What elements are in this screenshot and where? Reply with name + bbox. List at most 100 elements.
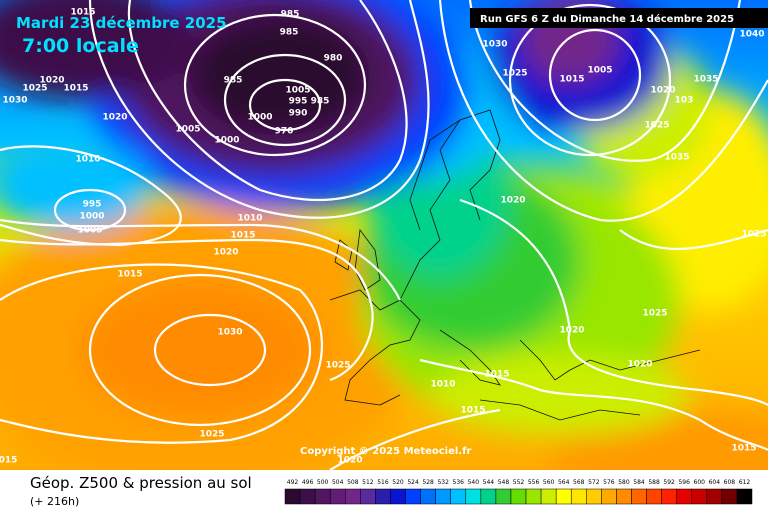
isobar-label: 1025 bbox=[22, 84, 47, 94]
isobar-label: 985 bbox=[280, 28, 299, 38]
scale-label: 588 bbox=[648, 479, 660, 486]
scale-label: 544 bbox=[483, 479, 495, 486]
scale-label: 496 bbox=[302, 479, 314, 486]
scale-swatch bbox=[450, 488, 467, 505]
isobar-label: 985 bbox=[224, 76, 243, 86]
scale-swatch bbox=[631, 488, 647, 505]
isobar-label: 1005 bbox=[285, 86, 310, 96]
scale-swatch bbox=[420, 488, 436, 505]
scale-swatch bbox=[646, 488, 662, 505]
isobar-label: 1010 bbox=[75, 155, 100, 165]
isobar-label: 1020 bbox=[337, 456, 362, 466]
isobar-label: 1025 bbox=[502, 69, 527, 79]
isobar-label: 1005 bbox=[175, 125, 200, 135]
scale-swatch bbox=[616, 488, 632, 505]
scale-swatch bbox=[314, 488, 331, 505]
scale-swatch bbox=[676, 488, 692, 505]
scale-swatch bbox=[284, 488, 301, 505]
scale-label: 592 bbox=[663, 479, 675, 486]
scale-label: 500 bbox=[317, 479, 329, 486]
scale-swatch bbox=[360, 488, 376, 505]
scale-label: 548 bbox=[498, 479, 510, 486]
isobar-label: 1015 bbox=[70, 8, 95, 18]
isobar-label: 1020 bbox=[39, 76, 64, 86]
scale-label: 520 bbox=[392, 479, 404, 486]
isobar-label: 1015 bbox=[559, 75, 584, 85]
isobar-label: 1020 bbox=[102, 113, 127, 123]
isobar-label: 1025 bbox=[199, 430, 224, 440]
run-box bbox=[470, 8, 768, 28]
scale-label: 512 bbox=[362, 479, 374, 486]
scale-label: 580 bbox=[618, 479, 630, 486]
time: 7:00 locale bbox=[22, 35, 139, 57]
isobar-label: 015 bbox=[0, 456, 17, 466]
isobar-label: 1030 bbox=[2, 96, 27, 106]
scale-label: 564 bbox=[558, 479, 570, 486]
scale-label: 568 bbox=[573, 479, 585, 486]
isobar-label: 1000 bbox=[79, 212, 104, 222]
date: Mardi 23 décembre 2025 bbox=[16, 14, 227, 32]
scale-swatch bbox=[465, 488, 482, 505]
scale-swatch bbox=[390, 488, 406, 505]
isobar-label: 1015 bbox=[117, 270, 142, 280]
isobar-label: 1005 bbox=[77, 226, 102, 236]
isobar-label: 1030 bbox=[482, 40, 507, 50]
footer-title: Géop. Z500 & pression au sol bbox=[30, 474, 252, 492]
scale-swatch bbox=[706, 488, 723, 505]
scale-label: 532 bbox=[437, 479, 449, 486]
scale-swatch bbox=[601, 488, 617, 505]
scale-swatch bbox=[570, 488, 587, 505]
scale-label: 572 bbox=[588, 479, 600, 486]
scale-label: 560 bbox=[543, 479, 555, 486]
scale-label: 556 bbox=[528, 479, 540, 486]
isobar-label: 1005 bbox=[587, 66, 612, 76]
scale-swatch bbox=[299, 488, 316, 505]
run: Run GFS 6 Z du Dimanche 14 décembre 2025 bbox=[480, 13, 734, 25]
isobar-label: 1010 bbox=[430, 380, 455, 390]
isobar-label: 1025 bbox=[642, 309, 667, 319]
scale-label: 508 bbox=[347, 479, 359, 486]
isobar-label: 1020 bbox=[627, 360, 652, 370]
scale-label: 576 bbox=[603, 479, 615, 486]
coastlines bbox=[329, 109, 701, 421]
isobar-label: 1035 bbox=[693, 75, 718, 85]
color-scale: 492 496 500 504 508 512 516 520 524 528 532 536 540 5… bbox=[284, 479, 753, 505]
scale-label: 608 bbox=[724, 479, 736, 486]
scale-swatch bbox=[661, 488, 677, 505]
scale-label: 540 bbox=[468, 479, 480, 486]
scale-label: 604 bbox=[709, 479, 721, 486]
isobar-label: 985 bbox=[311, 97, 330, 107]
isobar-label: 1015 bbox=[230, 231, 255, 241]
isobar-label: 1020 bbox=[500, 196, 525, 206]
isobar-label: 990 bbox=[289, 109, 308, 119]
isobar-label: 1000 bbox=[214, 136, 239, 146]
isobar-label: 1015 bbox=[63, 84, 88, 94]
scale-swatch bbox=[555, 488, 572, 505]
footer-lead: (+ 216h) bbox=[30, 495, 79, 508]
scale-swatch bbox=[375, 488, 391, 505]
scale-swatch bbox=[721, 488, 738, 505]
scale-swatch bbox=[345, 488, 361, 505]
scale-label: 584 bbox=[633, 479, 645, 486]
scale-swatch bbox=[405, 488, 421, 505]
isobar-label: 1040 bbox=[739, 30, 764, 40]
scale-label: 528 bbox=[422, 479, 434, 486]
isobar-label: 1025 bbox=[741, 230, 766, 240]
scale-label: 524 bbox=[407, 479, 419, 486]
scale-label: 536 bbox=[453, 479, 465, 486]
scale-swatch bbox=[480, 488, 497, 505]
isobars bbox=[0, 0, 768, 470]
isobar-label: 1010 bbox=[237, 214, 262, 224]
scale-swatch bbox=[495, 488, 512, 505]
scale-swatch bbox=[736, 488, 753, 505]
scale-label: 492 bbox=[287, 479, 299, 486]
isobar-label: 1000 bbox=[247, 113, 272, 123]
scale-swatch bbox=[525, 488, 542, 505]
isobar-label: 970 bbox=[275, 127, 294, 137]
isobar-label: 1020 bbox=[559, 326, 584, 336]
isobar-label: 1030 bbox=[217, 328, 242, 338]
isobar-label: 995 bbox=[83, 200, 102, 210]
